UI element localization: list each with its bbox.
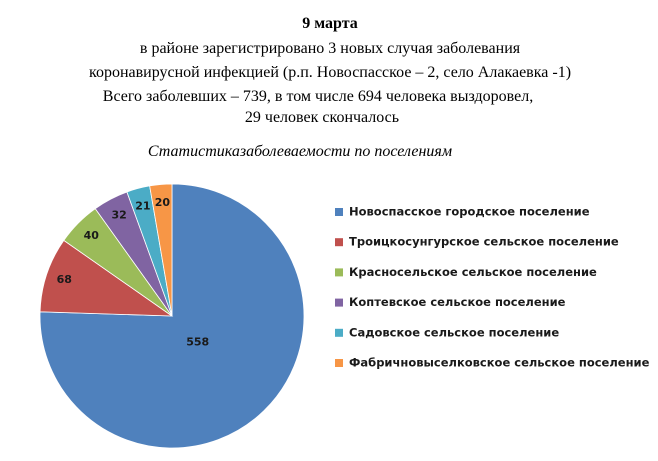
pie-slice	[149, 183, 173, 317]
chart-title: Статистиказаболеваемости по поселениям	[148, 143, 452, 160]
legend-label: Красносельское сельское поселение	[349, 265, 597, 279]
legend-swatch	[335, 268, 343, 277]
data-label: 20	[155, 196, 171, 209]
header-line: коронавирусной инфекцией (р.п. Новоспасс…	[89, 64, 571, 81]
legend-swatch	[335, 238, 343, 247]
legend-label: Коптевское сельское поселение	[349, 295, 566, 309]
data-label: 32	[111, 209, 126, 222]
header-line: Всего заболевших – 739, в том числе 694 …	[103, 88, 533, 105]
header-line: в районе зарегистрировано 3 новых случая…	[140, 40, 521, 57]
data-label: 21	[135, 199, 150, 212]
legend-swatch	[335, 298, 343, 307]
data-label: 558	[186, 336, 209, 349]
legend-swatch	[335, 328, 343, 337]
header-line: 29 человек скончалось	[245, 109, 399, 126]
legend-label: Садовское сельское поселение	[349, 325, 559, 339]
header-date: 9 марта	[302, 15, 358, 32]
legend-label: Новоспасское городское поселение	[349, 205, 590, 219]
data-label: 68	[57, 273, 72, 286]
data-label: 40	[84, 229, 100, 242]
legend-swatch	[335, 208, 343, 216]
legend-swatch	[335, 359, 343, 367]
legend-label: Троицкосунгурское сельское поселение	[349, 235, 619, 249]
legend-label: Фабричновыселковское сельское поселение	[349, 356, 650, 370]
